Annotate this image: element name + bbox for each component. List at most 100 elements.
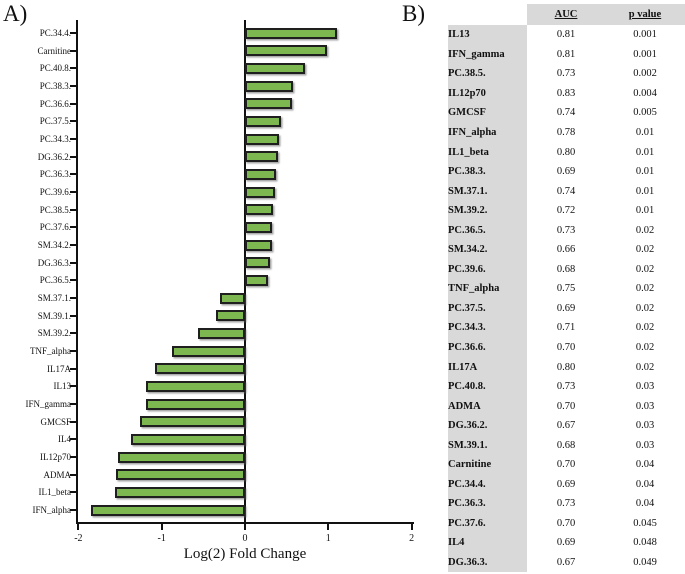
bar-PC.38.3. <box>245 80 294 92</box>
auc-value: 0.66 <box>527 240 605 260</box>
table-row: PC.36.6. 0.70 0.02 <box>448 337 685 358</box>
table-row: SM.34.2. 0.66 0.02 <box>448 240 685 260</box>
y-axis-label-PC.38.5.: PC.38.5. <box>39 204 71 215</box>
analyte-name: PC.36.6. <box>448 337 527 358</box>
x-axis-tick <box>77 524 80 530</box>
analyte-name: SM.39.2. <box>448 200 527 221</box>
auc-value: 0.73 <box>527 376 605 397</box>
y-axis-tick <box>70 297 76 300</box>
p-value: 0.005 <box>605 103 685 123</box>
analyte-name: ADMA <box>448 396 527 416</box>
p-value: 0.03 <box>605 376 685 397</box>
y-axis-label-PC.40.8.: PC.40.8. <box>39 63 71 74</box>
auc-value: 0.80 <box>527 357 605 377</box>
y-axis-label-Carnitine: Carnitine <box>37 45 72 56</box>
p-value: 0.03 <box>605 396 685 416</box>
table-row: PC.37.6. 0.70 0.045 <box>448 513 685 534</box>
p-value: 0.02 <box>605 318 685 338</box>
p-value: 0.02 <box>605 298 685 319</box>
table-row: DG.36.2. 0.67 0.03 <box>448 415 685 436</box>
auc-value: 0.71 <box>527 318 605 338</box>
analyte-name: IL13 <box>448 25 527 45</box>
y-axis-tick <box>70 473 76 476</box>
table-row: PC.39.6. 0.68 0.02 <box>448 259 685 280</box>
table-row: PC.40.8. 0.73 0.03 <box>448 376 685 397</box>
table-row: IFN_alpha 0.78 0.01 <box>448 122 685 143</box>
p-value: 0.03 <box>605 415 685 436</box>
bar-PC.38.5. <box>245 204 274 216</box>
y-axis-tick <box>70 385 76 388</box>
analyte-name: IL17A <box>448 357 527 377</box>
p-value: 0.001 <box>605 44 685 65</box>
y-axis-label-TNF_alpha: TNF_alpha <box>30 346 71 357</box>
y-axis-label-GMCSF: GMCSF <box>40 416 71 427</box>
x-axis-tick-label: 0 <box>242 533 248 544</box>
auc-table: AUC p value IL13 0.81 0.001 IFN_gamma 0.81 0.… <box>448 4 685 573</box>
analyte-name: DG.36.3. <box>448 552 527 573</box>
p-value: 0.049 <box>605 552 685 573</box>
analyte-name: PC.40.8. <box>448 376 527 397</box>
y-axis-label-PC.34.4.: PC.34.4. <box>39 28 71 38</box>
analyte-name: PC.36.5. <box>448 220 527 241</box>
table-row: TNF_alpha 0.75 0.02 <box>448 279 685 299</box>
bar-PC.40.8. <box>245 62 305 74</box>
panel-b-label: B) <box>402 1 425 26</box>
bar-IL1_beta <box>115 486 245 498</box>
table-row: ADMA 0.70 0.03 <box>448 396 685 416</box>
y-axis-label-PC.36.3.: PC.36.3. <box>39 169 71 180</box>
p-value: 0.04 <box>605 494 685 514</box>
y-axis-tick <box>70 85 76 87</box>
auc-value: 0.70 <box>527 455 605 475</box>
y-axis-tick <box>70 102 76 105</box>
analyte-name: IFN_alpha <box>448 122 527 143</box>
auc-value: 0.70 <box>527 396 605 416</box>
y-axis-tick <box>70 491 76 494</box>
analyte-name: PC.34.4. <box>448 474 527 495</box>
p-value: 0.004 <box>605 83 685 104</box>
p-value: 0.02 <box>605 337 685 358</box>
y-axis-labels: PC.34.4. Carnitine PC.40.8. PC.38.3. PC.36.6… <box>0 20 72 522</box>
auc-value: 0.73 <box>527 494 605 514</box>
x-axis-line <box>76 521 414 524</box>
y-axis-tick <box>70 49 76 52</box>
y-axis-tick <box>70 420 76 423</box>
p-value: 0.04 <box>605 474 685 495</box>
analyte-name: DG.36.2. <box>448 415 527 436</box>
table-row: PC.38.5. 0.73 0.002 <box>448 64 685 84</box>
y-axis-label-SM.37.1.: SM.37.1. <box>37 293 71 304</box>
y-axis-tick <box>70 138 76 141</box>
analyte-name: IL12p70 <box>448 83 527 104</box>
x-axis-tick <box>410 524 413 530</box>
table-row: PC.37.5. 0.69 0.02 <box>448 298 685 319</box>
y-axis-label-PC.38.3.: PC.38.3. <box>39 81 71 91</box>
table-row: PC.34.4. 0.69 0.04 <box>448 474 685 495</box>
bar-Carnitine <box>245 45 327 57</box>
bar-IL17A <box>155 363 245 375</box>
x-axis-title: Log(2) Fold Change <box>183 546 307 562</box>
analyte-name: PC.38.5. <box>448 64 527 84</box>
analyte-name: PC.39.6. <box>448 259 527 280</box>
y-axis-tick <box>70 173 76 176</box>
auc-value: 0.68 <box>527 435 605 456</box>
table-row: SM.39.1. 0.68 0.03 <box>448 435 685 456</box>
y-axis-label-ADMA: ADMA <box>43 469 71 480</box>
y-axis-tick <box>70 261 76 264</box>
analyte-name: IL4 <box>448 533 527 553</box>
analyte-name: SM.37.1. <box>448 181 527 201</box>
analyte-name: Carnitine <box>448 455 527 475</box>
x-axis-ticks: -2 -1 0 1 2 <box>0 524 435 556</box>
auc-value: 0.69 <box>527 161 605 182</box>
bar-PC.39.6. <box>245 186 275 198</box>
p-value: 0.03 <box>605 435 685 456</box>
p-value: 0.02 <box>605 259 685 280</box>
bar-ADMA <box>115 469 245 481</box>
pvalue-column-header: p value <box>605 4 685 25</box>
analyte-name: GMCSF <box>448 103 527 123</box>
auc-value: 0.69 <box>527 298 605 319</box>
y-axis-label-IFN_gamma: IFN_gamma <box>25 399 72 410</box>
y-axis-label-PC.39.6.: PC.39.6. <box>39 187 71 198</box>
p-value: 0.01 <box>605 122 685 143</box>
bar-PC.36.6. <box>245 98 292 110</box>
auc-value: 0.72 <box>527 200 605 221</box>
bar-IFN_alpha <box>90 504 245 516</box>
